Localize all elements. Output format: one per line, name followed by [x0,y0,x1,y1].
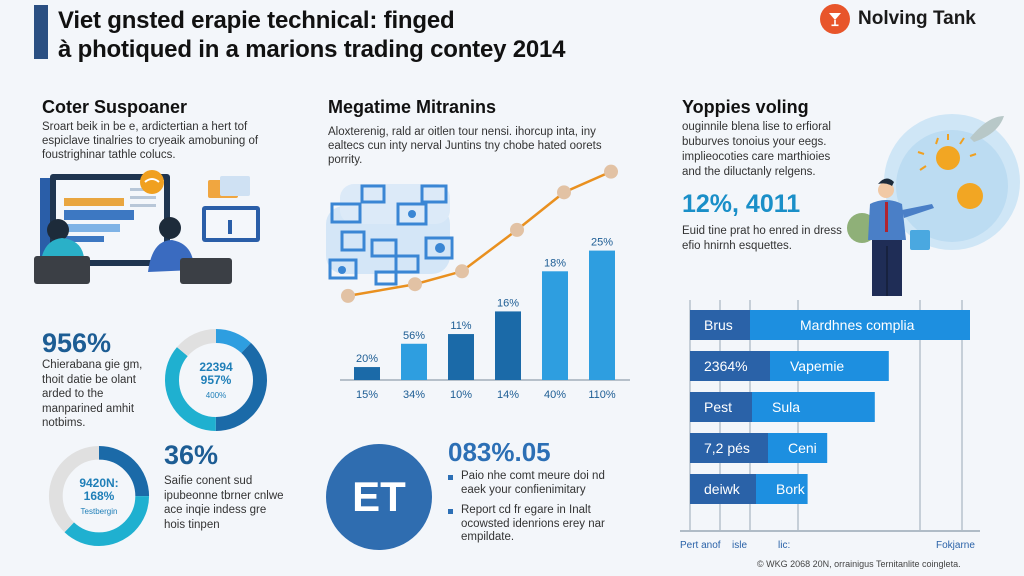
x-tick-label-3: 14% [497,389,519,401]
donut1-segment-dark-blue [165,329,267,431]
footer-copyright: © WKG 2068 20N, orrainigus Ternitanlite … [757,559,961,569]
hbar-axis-label-2: lic: [778,540,790,551]
hbar-axis-label-0: Pert anof [680,540,721,551]
donut2-value-line1: 9420N: [79,475,119,490]
trend-point-1 [408,277,422,292]
hbar-value-label-4: Bork [776,481,806,497]
hbar-label-block-4 [690,474,756,504]
trend-point-0 [341,288,355,303]
x-tick-label-5: 110% [588,389,616,401]
stat2-body: Saifie conent sud ipubeonne tbrner cnlwe… [164,475,284,531]
bar-label-2: 11% [450,320,471,332]
page-title-line1: Viet gnsted erapie technical: finged [58,7,455,34]
stat4-value: 12%, 4011 [682,190,801,218]
stat1-value: 956% [42,328,112,358]
donut1-value-line1: 22394 [199,359,233,374]
section2-title: Megatime Mitranins [328,97,497,117]
bullet-item: Paio nhe comt meure doi nd eaek your con… [448,470,618,497]
bar-3 [495,311,521,380]
hbar-axis-label-3: Fokjarne [936,540,975,551]
hbar-value-label-1: Vapemie [790,358,844,374]
hbar-label-1: 2364% [704,358,748,374]
et-badge: ET [326,444,432,550]
section3-body: ouginnile blena lise to erfioral buburve… [682,121,831,178]
hbar-label-2: Pest [704,399,732,415]
donut1-caption: 400% [205,390,227,400]
bar-2 [448,334,474,380]
bar-4 [542,271,568,380]
donut2-segment-teal [48,445,150,547]
trend-point-4 [557,185,571,200]
network-screens-illustration [322,176,458,286]
x-tick-label-0: 15% [356,389,378,401]
section2-body: Aloxterenig, rald ar oitlen tour nensi. … [328,126,602,166]
donut2-segment-grey [48,445,150,547]
hbar-value-label-3: Ceni [788,440,817,456]
bar-label-3: 16% [497,297,519,309]
bar-0 [354,367,380,380]
bullet-square-icon [448,509,453,514]
bullet-text: Paio nhe comt meure doi nd eaek your con… [461,470,605,496]
hbar-label-3: 7,2 pés [704,440,750,456]
section1-body: Sroart beik in be e, ardictertian a hert… [42,121,259,161]
bar-label-1: 56% [403,330,425,342]
stat2-value: 36% [164,440,219,470]
trend-line [347,170,612,298]
bullet-item: Report cd fr egare in Inalt ocowsted ide… [448,504,618,545]
horizontal-bar-chart: Brus Mardhnes complia 2364% Vapemie Pest Sula… [680,300,980,560]
stat3-value: 083%.05 [448,437,551,467]
bar-1 [401,343,427,380]
page-title-line2: à photiqued in a marions trading contey … [58,36,566,63]
donut1-segment-grey [165,329,267,431]
bullet-text: Report cd fr egare in Inalt ocowsted ide… [461,504,605,543]
cocktail-glass-icon [820,4,850,34]
trend-point-3 [510,222,524,237]
section3-title: Yoppies voling [682,97,809,117]
hbar-axis-label-1: isle [732,540,747,551]
donut-chart-2: 9420N: 168% Testbergin [46,443,152,549]
businessman-with-coins-illustration [840,100,1024,305]
title-accent-bar [34,5,48,59]
donut1-segment-teal [165,329,267,431]
bar-5 [589,250,615,380]
hbar-label-4: deiwk [704,481,741,497]
stat1-body: Chierabana gie gm, thoit datie be olant … [42,359,143,429]
trend-point-2 [455,264,469,279]
donut-chart-1: 22394 957% 400% [162,326,270,434]
stat4-body: Euid tine prat ho enred in dress efio hn… [682,225,842,252]
x-tick-label-4: 40% [544,389,566,401]
bar-label-5: 25% [591,237,613,249]
donut1-value-line2: 957% [200,372,232,387]
hbar-label-block-3 [690,433,768,463]
hbar-label-block-2 [690,392,752,422]
hbar-label-block-0 [690,310,750,340]
donut2-caption: Testbergin [80,506,118,516]
x-tick-label-2: 10% [450,389,472,401]
bar-label-4: 18% [544,257,566,269]
two-people-at-monitor-illustration [30,168,270,288]
section1-title: Coter Suspoaner [42,97,188,117]
hbar-label-block-1 [690,351,770,381]
donut2-value-line2: 168% [83,488,115,503]
page-title: Viet gnsted erapie technical: finged à p… [58,6,566,64]
bar-label-0: 20% [356,353,378,365]
brand-name: Nolving Tank [858,8,976,29]
hbar-value-label-2: Sula [772,399,800,415]
bullet-square-icon [448,475,453,480]
growth-bar-chart: 20% 15% 56% 34% 11% 10% 16% 14% 18% 40% 25% 110% [340,160,630,410]
x-tick-label-1: 34% [403,389,425,401]
brand: Nolving Tank [820,4,976,34]
hbar-value-label-0: Mardhnes complia [800,317,915,333]
stat3-bullet-list: Paio nhe comt meure doi nd eaek your con… [448,470,618,552]
trend-point-5 [604,164,618,179]
hbar-label-0: Brus [704,317,733,333]
